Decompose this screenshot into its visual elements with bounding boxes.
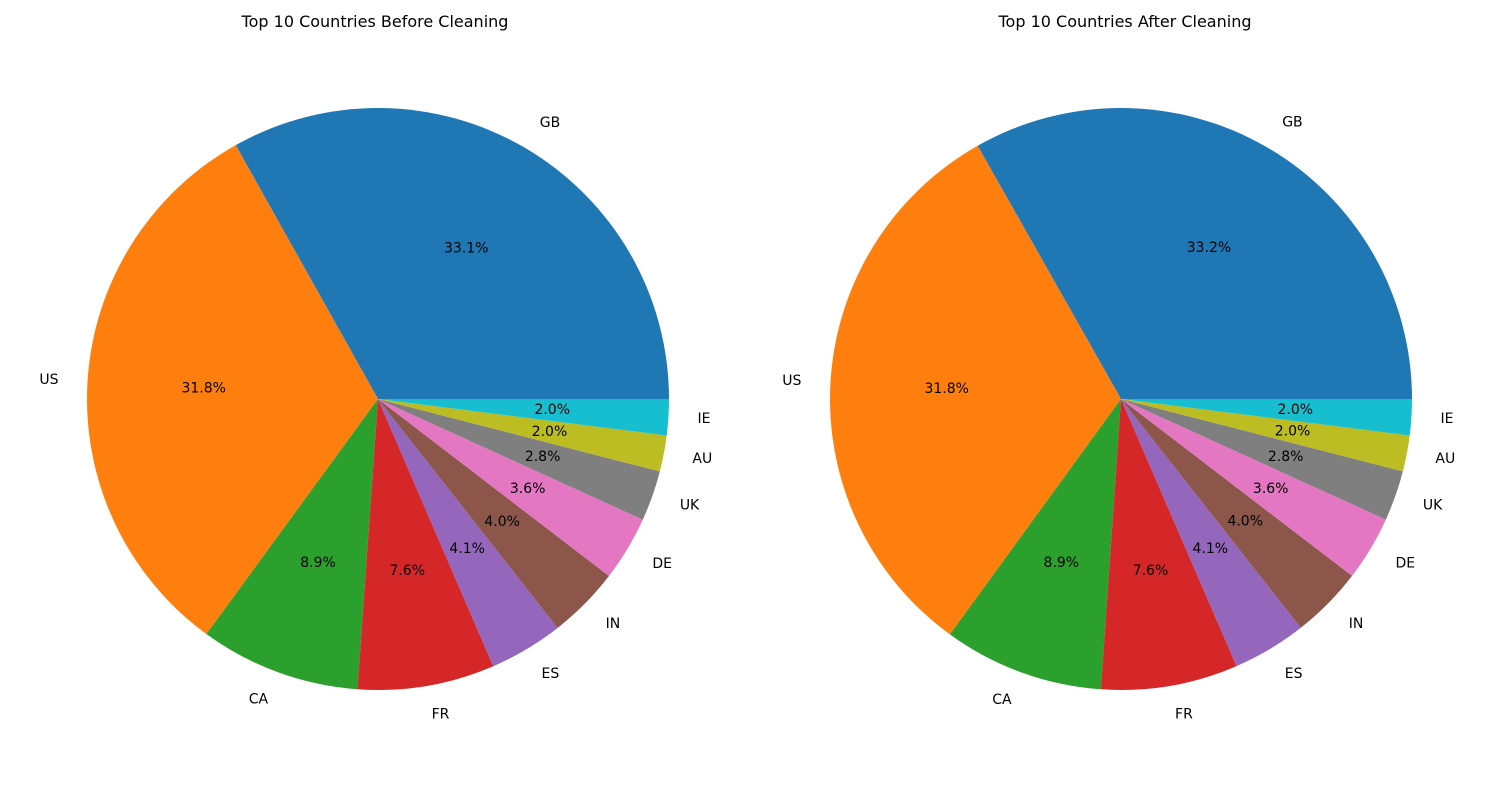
percent-label-ie: 2.0%	[534, 402, 570, 418]
pie-slice-gb	[977, 108, 1412, 399]
percent-label-au: 2.0%	[1275, 424, 1311, 440]
pie-svg: GB 33.1% US 31.8% CA 8.9% FR 7.6% ES 4.1% IN 4.0% DE…	[39, 108, 712, 723]
percent-label-in: 4.0%	[1227, 514, 1263, 530]
pie-slice-in	[1121, 399, 1353, 628]
percent-label-uk: 2.8%	[1268, 449, 1304, 465]
percent-label-us: 31.8%	[924, 381, 968, 397]
category-label-es: ES	[542, 666, 560, 682]
pie-slice-fr	[1100, 399, 1237, 691]
category-label-ie: IE	[697, 411, 710, 427]
category-label-gb: GB	[540, 115, 560, 131]
percent-label-ca: 8.9%	[300, 555, 336, 571]
category-label-au: AU	[1435, 451, 1455, 467]
pie-slice-ie	[1121, 399, 1412, 436]
category-label-ca: CA	[249, 692, 269, 708]
pie-labels: GB 33.2% US 31.8% CA 8.9% FR 7.6% ES 4.1% IN 4.0% DE…	[782, 114, 1455, 722]
percent-label-ca: 8.9%	[1044, 555, 1080, 571]
category-label-fr: FR	[432, 707, 450, 723]
category-label-de: DE	[1395, 556, 1415, 572]
pie-slice-us	[830, 145, 1121, 635]
pie-slice-ie	[378, 399, 669, 436]
chart-title: Top 10 Countries After Cleaning	[998, 12, 1252, 31]
category-label-au: AU	[692, 451, 712, 467]
percent-label-uk: 2.8%	[525, 449, 561, 465]
percent-label-es: 4.1%	[449, 541, 485, 557]
pie-slice-uk	[378, 399, 660, 520]
pie-slice-in	[378, 399, 609, 628]
pie-slice-ca	[206, 399, 378, 690]
pie-slice-fr	[357, 399, 494, 690]
category-label-us: US	[782, 373, 801, 389]
pie-slice-au	[1121, 399, 1410, 472]
category-label-ie: IE	[1440, 411, 1453, 427]
pie-slices	[87, 108, 669, 690]
percent-label-de: 3.6%	[1253, 481, 1289, 497]
percent-label-fr: 7.6%	[389, 563, 425, 579]
percent-label-us: 31.8%	[181, 381, 225, 397]
pie-slice-gb	[235, 108, 669, 399]
percent-label-gb: 33.1%	[444, 240, 488, 256]
percent-label-fr: 7.6%	[1133, 563, 1169, 579]
percent-label-in: 4.0%	[484, 514, 520, 530]
pie-slice-uk	[1121, 399, 1403, 520]
category-label-ca: CA	[992, 692, 1012, 708]
category-label-de: DE	[652, 556, 672, 572]
chart-title: Top 10 Countries Before Cleaning	[241, 12, 509, 31]
percent-label-au: 2.0%	[532, 424, 568, 440]
pie-slice-es	[1121, 399, 1301, 667]
pie-labels: GB 33.1% US 31.8% CA 8.9% FR 7.6% ES 4.1% IN 4.0% DE…	[39, 115, 712, 723]
category-label-uk: UK	[1423, 498, 1443, 514]
category-label-in: IN	[606, 616, 621, 632]
percent-label-de: 3.6%	[510, 481, 546, 497]
percent-label-gb: 33.2%	[1187, 240, 1231, 256]
category-label-uk: UK	[680, 498, 700, 514]
pie-slice-es	[378, 399, 558, 667]
percent-label-es: 4.1%	[1193, 541, 1229, 557]
pie-slice-us	[87, 145, 379, 635]
category-label-us: US	[39, 372, 58, 388]
pie-chart-after-cleaning: Top 10 Countries After Cleaning GB 33.2% U…	[750, 0, 1500, 800]
category-label-gb: GB	[1282, 114, 1302, 130]
category-label-fr: FR	[1175, 707, 1193, 723]
pie-slice-au	[378, 399, 667, 472]
percent-label-ie: 2.0%	[1277, 402, 1313, 418]
pie-slice-de	[378, 399, 643, 577]
category-label-es: ES	[1285, 666, 1303, 682]
pie-svg: GB 33.2% US 31.8% CA 8.9% FR 7.6% ES 4.1% IN 4.0% DE…	[782, 108, 1455, 723]
category-label-in: IN	[1349, 616, 1364, 632]
pie-slice-ca	[949, 399, 1121, 690]
pie-chart-before-cleaning: Top 10 Countries Before Cleaning GB 33.1%…	[39, 12, 712, 723]
pie-slice-de	[1121, 399, 1386, 576]
pie-slices	[830, 108, 1412, 691]
